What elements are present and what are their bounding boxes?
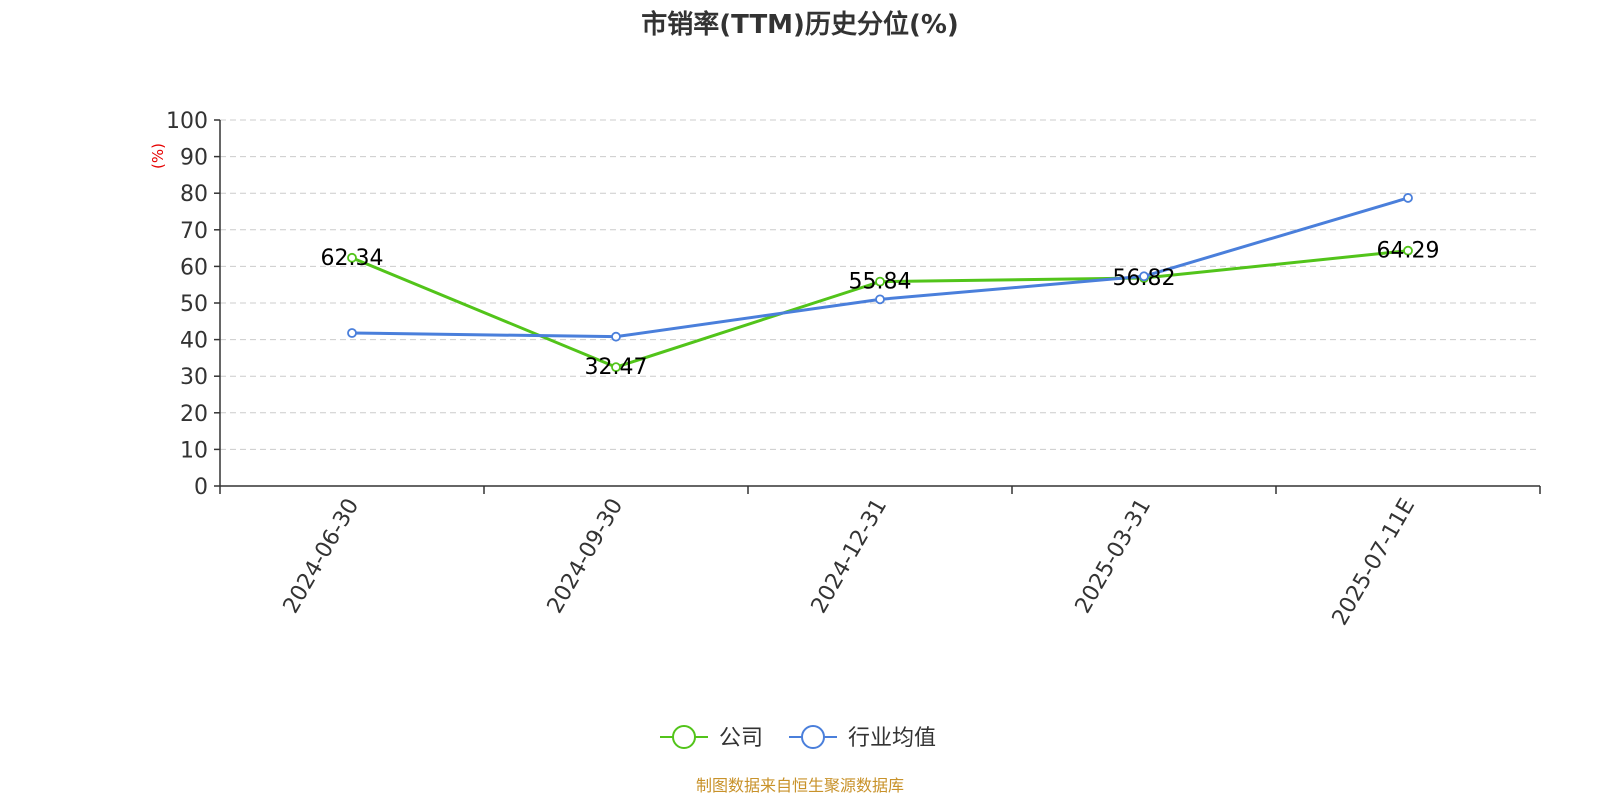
axes: 0 10 20 30 40 50 60 70 80 90 100 2024-06-30 2024-09-… bbox=[166, 109, 1541, 630]
y-tick-label: 80 bbox=[180, 182, 208, 207]
source-note: 制图数据来自恒生聚源数据库 bbox=[696, 776, 904, 795]
y-tick-label: 60 bbox=[180, 255, 208, 280]
data-point bbox=[347, 328, 357, 338]
data-label: 62.34 bbox=[321, 246, 384, 271]
data-point bbox=[875, 294, 885, 305]
y-tick-label: 10 bbox=[180, 438, 208, 463]
series bbox=[347, 193, 1413, 373]
data-point bbox=[347, 252, 357, 263]
data-labels: 62.34 32.47 55.84 56.82 64.29 bbox=[321, 239, 1440, 380]
y-tick-label: 20 bbox=[180, 402, 208, 427]
x-tick-label: 2025-03-31 bbox=[1071, 495, 1157, 618]
series-line-0 bbox=[351, 249, 1409, 369]
y-tick-label: 100 bbox=[166, 109, 208, 134]
legend-industry-marker bbox=[801, 725, 825, 749]
data-point bbox=[611, 362, 621, 373]
y-tick-label: 30 bbox=[180, 365, 208, 390]
data-point bbox=[875, 276, 885, 287]
data-point bbox=[1403, 193, 1413, 203]
data-point bbox=[1403, 245, 1413, 256]
legend-company-label: 公司 bbox=[719, 726, 763, 751]
y-tick-label: 90 bbox=[180, 146, 208, 171]
x-tick-label: 2024-12-31 bbox=[807, 495, 893, 618]
legend: 公司 行业均值 bbox=[660, 725, 936, 751]
y-tick-label: 70 bbox=[180, 219, 208, 244]
chart-title: 市销率(TTM)历史分位(%) bbox=[641, 9, 959, 40]
y-tick-label: 40 bbox=[180, 329, 208, 354]
x-tick-label: 2024-06-30 bbox=[279, 495, 365, 618]
y-tick-label: 50 bbox=[180, 292, 208, 317]
legend-industry-label: 行业均值 bbox=[848, 726, 936, 751]
y-tick-label: 0 bbox=[194, 475, 208, 500]
y-axis-label: (%) bbox=[149, 143, 167, 169]
x-tick-label: 2025-07-11E bbox=[1328, 495, 1421, 630]
legend-item-industry-avg[interactable]: 行业均值 bbox=[789, 725, 936, 751]
data-point bbox=[1139, 271, 1149, 282]
data-point bbox=[611, 331, 621, 342]
data-label: 56.82 bbox=[1113, 266, 1176, 291]
data-label: 32.47 bbox=[585, 355, 648, 380]
data-label: 55.84 bbox=[849, 270, 912, 295]
legend-company-marker bbox=[672, 725, 696, 749]
data-label: 64.29 bbox=[1377, 239, 1440, 264]
x-tick-label: 2024-09-30 bbox=[543, 495, 629, 618]
legend-item-company[interactable]: 公司 bbox=[660, 725, 763, 751]
